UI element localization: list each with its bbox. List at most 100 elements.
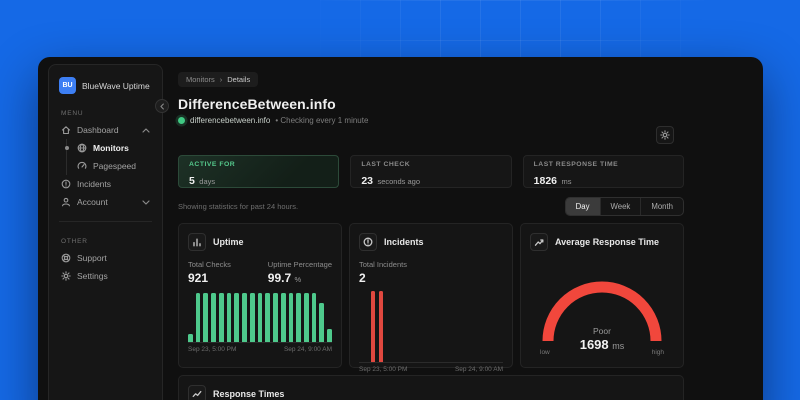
card-title: Incidents bbox=[384, 237, 424, 247]
trend-up-icon bbox=[530, 233, 548, 251]
sidebar-item-account[interactable]: Account bbox=[57, 193, 154, 211]
brand-name: BlueWave Uptime bbox=[82, 80, 150, 91]
stat-label: ACTIVE FOR bbox=[189, 161, 236, 168]
trend-line-icon bbox=[188, 385, 206, 400]
sidebar-divider bbox=[59, 221, 152, 222]
gear-icon bbox=[61, 271, 71, 281]
period-month-button[interactable]: Month bbox=[640, 198, 683, 215]
incidents-bar-chart bbox=[359, 291, 503, 363]
sidebar-item-dashboard[interactable]: Dashboard bbox=[57, 121, 154, 139]
sidebar-item-label: Pagespeed bbox=[93, 161, 137, 171]
incidents-card: Incidents Total Incidents 2 Sep 23, 5:00… bbox=[349, 223, 513, 373]
uptime-bar bbox=[249, 293, 255, 342]
app-window: BU BlueWave Uptime MENU Dashboard Monito… bbox=[38, 57, 763, 400]
chevron-up-icon bbox=[142, 127, 150, 133]
monitor-host: differencebetween.info bbox=[190, 116, 271, 125]
stat-unit: seconds ago bbox=[377, 177, 421, 186]
configure-button[interactable] bbox=[656, 126, 674, 144]
uptime-bar bbox=[211, 293, 216, 342]
total-checks-label: Total Checks bbox=[188, 260, 231, 269]
alert-icon bbox=[61, 179, 71, 189]
uptime-percentage-label: Uptime Percentage bbox=[267, 260, 332, 269]
sidebar-item-settings[interactable]: Settings bbox=[57, 267, 154, 285]
stat-last-check: LAST CHECK 23 seconds ago bbox=[350, 155, 512, 188]
sidebar-item-incidents[interactable]: Incidents bbox=[57, 175, 154, 193]
gauge-value: 1698 bbox=[579, 337, 609, 352]
sidebar-item-label: Dashboard bbox=[77, 125, 119, 135]
dashboard-submenu: Monitors Pagespeed bbox=[64, 139, 154, 175]
x-axis-start: Sep 23, 5:00 PM bbox=[188, 346, 237, 353]
total-checks: Total Checks 921 bbox=[188, 260, 231, 285]
uptime-bar bbox=[273, 293, 278, 342]
uptime-bar bbox=[195, 293, 201, 342]
response-time-gauge: Poor 1698 ms low high bbox=[540, 279, 664, 356]
x-axis-start: Sep 23, 5:00 PM bbox=[359, 366, 408, 373]
stat-unit: days bbox=[199, 177, 216, 186]
uptime-bar bbox=[257, 293, 263, 342]
stat-unit: ms bbox=[561, 177, 572, 186]
chevron-down-icon bbox=[142, 199, 150, 205]
menu-section-label: MENU bbox=[61, 110, 84, 117]
response-times-card: Response Times bbox=[178, 375, 684, 400]
gauge-unit: ms bbox=[612, 341, 625, 351]
page-title: DifferenceBetween.info bbox=[178, 96, 336, 112]
uptime-bar bbox=[226, 293, 232, 342]
gauge-low-label: low bbox=[540, 349, 550, 356]
sidebar-item-label: Settings bbox=[77, 271, 108, 281]
x-axis-end: Sep 24, 9:00 AM bbox=[454, 366, 503, 373]
stat-label: LAST RESPONSE TIME bbox=[533, 161, 619, 168]
sidebar-item-label: Incidents bbox=[77, 179, 112, 189]
statistics-period-note: Showing statistics for past 24 hours. bbox=[178, 202, 299, 211]
stat-value: 23 bbox=[361, 175, 374, 187]
breadcrumb-separator: › bbox=[219, 75, 223, 84]
other-section-label: OTHER bbox=[61, 238, 88, 245]
summary-stats: ACTIVE FOR 5 days LAST CHECK 23 seconds … bbox=[178, 155, 684, 188]
sidebar-item-label: Support bbox=[77, 253, 107, 263]
period-week-button[interactable]: Week bbox=[599, 198, 641, 215]
uptime-percentage: Uptime Percentage 99.7 % bbox=[268, 260, 332, 285]
sidebar: BU BlueWave Uptime MENU Dashboard Monito… bbox=[48, 64, 169, 400]
uptime-bar bbox=[203, 293, 209, 342]
status-dot bbox=[178, 117, 185, 124]
avg-response-time-card: Average Response Time Poor 1698 ms low h… bbox=[520, 223, 684, 368]
sidebar-item-label: Monitors bbox=[93, 143, 129, 153]
stat-active-for: ACTIVE FOR 5 days bbox=[178, 155, 340, 188]
brand-logo: BU bbox=[59, 77, 76, 94]
card-title: Uptime bbox=[213, 237, 244, 247]
uptime-bar bbox=[188, 334, 193, 342]
bar-chart-icon bbox=[188, 233, 206, 251]
card-title: Average Response Time bbox=[555, 237, 660, 247]
uptime-bar bbox=[296, 293, 302, 342]
sidebar-collapse-button[interactable] bbox=[155, 99, 169, 113]
uptime-bar bbox=[218, 293, 224, 342]
period-toggle: Day Week Month bbox=[564, 197, 684, 216]
globe-icon bbox=[77, 143, 87, 153]
uptime-bar bbox=[265, 293, 271, 342]
total-checks-value: 921 bbox=[188, 271, 209, 285]
stat-value: 1826 bbox=[533, 175, 558, 187]
uptime-percentage-value: 99.7 bbox=[267, 271, 292, 285]
uptime-bar bbox=[327, 329, 332, 342]
total-incidents: Total Incidents 2 bbox=[359, 260, 407, 285]
incident-bar bbox=[370, 291, 375, 362]
incident-bar bbox=[379, 291, 384, 362]
breadcrumb-monitors[interactable]: Monitors bbox=[186, 75, 215, 84]
main-content: Monitors › Details DifferenceBetween.inf… bbox=[178, 69, 684, 400]
stat-value: 5 bbox=[189, 175, 195, 187]
period-day-button[interactable]: Day bbox=[565, 198, 600, 215]
stat-label: LAST CHECK bbox=[361, 161, 411, 168]
monitor-status-line: differencebetween.info • Checking every … bbox=[178, 116, 368, 125]
total-incidents-value: 2 bbox=[359, 271, 366, 285]
uptime-bar bbox=[242, 293, 247, 342]
gear-icon bbox=[660, 130, 670, 140]
card-title: Response Times bbox=[213, 389, 285, 399]
sidebar-item-pagespeed[interactable]: Pagespeed bbox=[67, 157, 154, 175]
sidebar-item-support[interactable]: Support bbox=[57, 249, 154, 267]
sidebar-item-monitors[interactable]: Monitors bbox=[64, 139, 154, 157]
uptime-card: Uptime Total Checks 921 Uptime Percentag… bbox=[178, 223, 342, 368]
uptime-bar bbox=[304, 293, 309, 342]
gauge-readout: Poor 1698 ms bbox=[540, 326, 664, 352]
alert-icon bbox=[359, 233, 377, 251]
x-axis-end: Sep 24, 9:00 AM bbox=[283, 346, 332, 353]
gauge-status: Poor bbox=[593, 326, 611, 336]
